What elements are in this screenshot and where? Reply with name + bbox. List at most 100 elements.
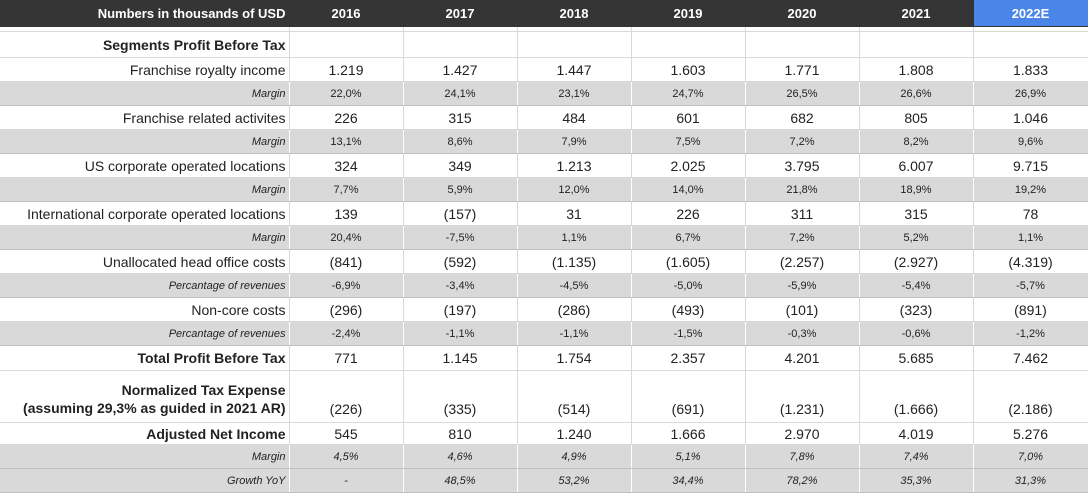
cell: 1,1% xyxy=(973,225,1088,250)
cell: -5,9% xyxy=(745,273,860,298)
row-label: Total Profit Before Tax xyxy=(0,345,290,371)
year-2018: 2018 xyxy=(517,0,632,27)
cell: 20,4% xyxy=(289,225,404,250)
row-label-line: Normalized Tax Expense xyxy=(121,382,286,398)
cell: 53,2% xyxy=(517,468,632,493)
cell: 7,8% xyxy=(745,444,860,469)
header-row: Numbers in thousands of USD 2016 2017 20… xyxy=(0,0,1088,27)
cell: 805 xyxy=(859,105,974,130)
table-row: Normalized Tax Expense (assuming 29,3% as… xyxy=(0,370,1088,423)
cell: 48,5% xyxy=(403,468,518,493)
row-label: Margin xyxy=(0,81,290,106)
row-label: International corporate operated locatio… xyxy=(0,201,290,226)
cell: 8,2% xyxy=(859,129,974,154)
cell: 31,3% xyxy=(973,468,1088,493)
cell: 545 xyxy=(289,422,404,445)
table-row: Non-core costs (296) (197) (286) (493) (… xyxy=(0,297,1088,322)
table-row: Percantage of revenues -6,9% -3,4% -4,5%… xyxy=(0,273,1088,298)
cell: 24,7% xyxy=(631,81,746,106)
cell: 78,2% xyxy=(745,468,860,493)
cell: 139 xyxy=(289,201,404,226)
cell: 24,1% xyxy=(403,81,518,106)
cell: 7,7% xyxy=(289,177,404,202)
cell: 8,6% xyxy=(403,129,518,154)
section-title: Segments Profit Before Tax xyxy=(0,31,290,58)
cell: 5,9% xyxy=(403,177,518,202)
cell: 26,6% xyxy=(859,81,974,106)
cell: -1,1% xyxy=(517,321,632,346)
row-label: Margin xyxy=(0,129,290,154)
cell: 35,3% xyxy=(859,468,974,493)
cell: 226 xyxy=(289,105,404,130)
cell: 5,2% xyxy=(859,225,974,250)
row-label: Franchise related activites xyxy=(0,105,290,130)
table-row: Percantage of revenues -2,4% -1,1% -1,1%… xyxy=(0,321,1088,346)
cell: 6,7% xyxy=(631,225,746,250)
table-row: International corporate operated locatio… xyxy=(0,201,1088,226)
cell: 349 xyxy=(403,153,518,178)
cell: 5.685 xyxy=(859,345,974,371)
cell: (197) xyxy=(403,297,518,322)
cell: 311 xyxy=(745,201,860,226)
cell: 23,1% xyxy=(517,81,632,106)
cell: 18,9% xyxy=(859,177,974,202)
cell: -2,4% xyxy=(289,321,404,346)
cell: 2.970 xyxy=(745,422,860,445)
cell: 4,9% xyxy=(517,444,632,469)
cell: 2.025 xyxy=(631,153,746,178)
table-row: Franchise royalty income 1.219 1.427 1.4… xyxy=(0,57,1088,82)
cell: 601 xyxy=(631,105,746,130)
cell: (2.186) xyxy=(973,370,1088,423)
cell: 1.145 xyxy=(403,345,518,371)
year-2017: 2017 xyxy=(403,0,518,27)
row-label: Percantage of revenues xyxy=(0,273,290,298)
cell: 1.447 xyxy=(517,57,632,82)
cell: (1.605) xyxy=(631,249,746,274)
cell: (296) xyxy=(289,297,404,322)
row-label: Growth YoY xyxy=(0,468,290,493)
cell: (691) xyxy=(631,370,746,423)
section-title-row: Segments Profit Before Tax xyxy=(0,31,1088,58)
row-label: Normalized Tax Expense (assuming 29,3% as… xyxy=(0,370,290,423)
cell: 484 xyxy=(517,105,632,130)
cell: 12,0% xyxy=(517,177,632,202)
cell: 6.007 xyxy=(859,153,974,178)
cell: 34,4% xyxy=(631,468,746,493)
cell: 9.715 xyxy=(973,153,1088,178)
cell: 1.603 xyxy=(631,57,746,82)
cell: -1,1% xyxy=(403,321,518,346)
cell: -0,3% xyxy=(745,321,860,346)
cell: (514) xyxy=(517,370,632,423)
cell: (1.231) xyxy=(745,370,860,423)
cell: 7,5% xyxy=(631,129,746,154)
cell: 2.357 xyxy=(631,345,746,371)
table-row: Margin 22,0% 24,1% 23,1% 24,7% 26,5% 26,… xyxy=(0,81,1088,106)
cell: (323) xyxy=(859,297,974,322)
cell: -4,5% xyxy=(517,273,632,298)
cell: (2.927) xyxy=(859,249,974,274)
cell: 21,8% xyxy=(745,177,860,202)
cell: 810 xyxy=(403,422,518,445)
cell: 682 xyxy=(745,105,860,130)
cell: (286) xyxy=(517,297,632,322)
spacer-row xyxy=(0,26,1088,32)
cell: 1.219 xyxy=(289,57,404,82)
header-label: Numbers in thousands of USD xyxy=(0,0,290,27)
cell: (4.319) xyxy=(973,249,1088,274)
cell: 1,1% xyxy=(517,225,632,250)
cell: 7.462 xyxy=(973,345,1088,371)
cell: -3,4% xyxy=(403,273,518,298)
cell: -0,6% xyxy=(859,321,974,346)
year-2019: 2019 xyxy=(631,0,746,27)
cell: (592) xyxy=(403,249,518,274)
cell: 78 xyxy=(973,201,1088,226)
cell: 7,2% xyxy=(745,225,860,250)
cell: 4,6% xyxy=(403,444,518,469)
cell: (226) xyxy=(289,370,404,423)
cell: (2.257) xyxy=(745,249,860,274)
cell: 5,1% xyxy=(631,444,746,469)
year-2021: 2021 xyxy=(859,0,974,27)
cell: 4.201 xyxy=(745,345,860,371)
cell: -5,4% xyxy=(859,273,974,298)
